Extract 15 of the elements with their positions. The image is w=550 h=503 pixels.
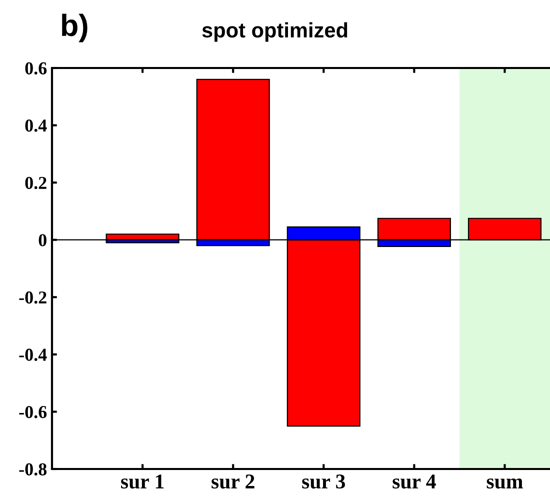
y-tick-label: -0.2 <box>19 291 46 304</box>
x-tick-label: sur 2 <box>212 474 254 489</box>
x-tick-label: sur 1 <box>121 474 164 489</box>
chart-title: spot optimized <box>202 22 348 42</box>
y-tick-label: -0.6 <box>19 406 47 418</box>
y-tick-label: 0.2 <box>25 176 46 190</box>
x-tick-label: sur 3 <box>302 474 346 489</box>
y-tick-label: 0.6 <box>25 62 47 75</box>
x-tick-label: sur 4 <box>392 474 436 489</box>
y-tick-label: 0 <box>38 234 46 246</box>
y-tick-label: -0.4 <box>19 348 47 361</box>
x-tick-label: sum <box>486 478 523 489</box>
text: b) <box>62 14 88 42</box>
y-tick-label: -0.8 <box>19 463 47 476</box>
y-tick-label: 0.4 <box>25 120 47 132</box>
